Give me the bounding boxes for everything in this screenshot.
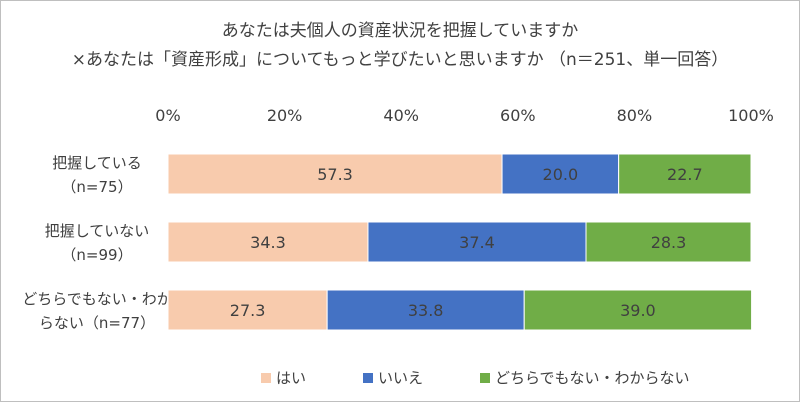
bar-segment — [501, 153, 620, 195]
x-tick-label: 20% — [267, 106, 303, 125]
legend-swatch — [261, 373, 271, 383]
bar-segment — [523, 289, 753, 331]
chart-title-line-2: ×あなたは「資産形成」についてもっと学びたいと思いますか （n＝251、単一回答… — [71, 50, 729, 70]
data-label: 37.4 — [459, 233, 495, 252]
category-label: （n=75） — [61, 178, 132, 196]
chart-title-line-1: あなたは夫個人の資産状況を把握していますか — [221, 21, 579, 41]
category-label: （n=99） — [61, 246, 132, 264]
legend-swatch — [480, 373, 490, 383]
data-label: 33.8 — [408, 301, 444, 320]
data-label: 57.3 — [317, 165, 353, 184]
x-tick-label: 100% — [728, 106, 774, 125]
x-tick-label: 40% — [383, 106, 419, 125]
bar-segment — [167, 289, 328, 331]
legend-swatch — [363, 373, 373, 383]
legend-label: はい — [276, 369, 306, 387]
bar-segment — [618, 153, 752, 195]
bar-segment — [367, 221, 587, 263]
category-label: 把握している — [52, 154, 142, 172]
bar-segment — [326, 289, 525, 331]
bar-segment — [167, 221, 369, 263]
data-label: 28.3 — [651, 233, 687, 252]
legend-label: どちらでもない・わからない — [495, 369, 690, 387]
legend-label: いいえ — [378, 369, 423, 387]
x-tick-label: 60% — [500, 106, 536, 125]
data-label: 20.0 — [543, 165, 579, 184]
data-label: 34.3 — [250, 233, 286, 252]
category-label: 把握していない — [45, 222, 150, 240]
data-label: 39.0 — [620, 301, 656, 320]
bar-segment — [585, 221, 752, 263]
data-label: 27.3 — [230, 301, 266, 320]
category-label: らない（n=77） — [39, 314, 155, 332]
x-tick-label: 0% — [155, 106, 180, 125]
data-label: 22.7 — [667, 165, 703, 184]
category-label: どちらでもない・わか — [22, 290, 172, 308]
x-tick-label: 80% — [617, 106, 653, 125]
